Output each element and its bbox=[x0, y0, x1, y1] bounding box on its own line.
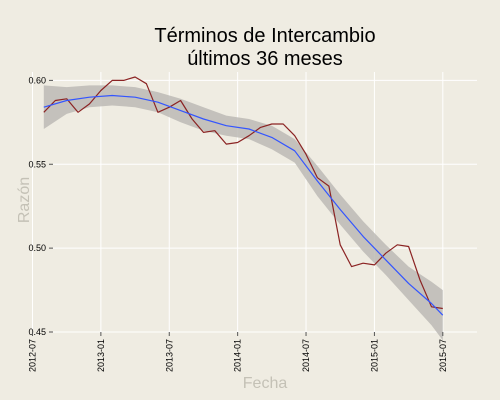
x-axis: 2012-07 2013-01 2013-07 2014-01 2014-07 2015-… bbox=[27, 332, 448, 372]
y-axis-title: Razón bbox=[16, 177, 33, 223]
y-tick-label: 0.45 bbox=[28, 327, 46, 337]
x-tick-label: 2012-07 bbox=[27, 339, 37, 372]
chart-subtitle: últimos 36 meses bbox=[187, 48, 343, 70]
chart-title: Términos de Intercambio bbox=[154, 25, 375, 47]
x-tick-label: 2014-01 bbox=[233, 339, 243, 372]
raw-data-line bbox=[43, 76, 443, 310]
plot-area bbox=[31, 72, 477, 341]
x-tick-label: 2015-01 bbox=[369, 339, 379, 372]
trend-line bbox=[43, 94, 444, 316]
x-tick-label: 2014-07 bbox=[301, 339, 311, 372]
y-tick-label: 0.50 bbox=[28, 243, 46, 253]
confidence-band-layer bbox=[43, 85, 443, 341]
y-axis: 0.45 0.50 0.55 0.60 bbox=[28, 75, 53, 337]
y-tick-label: 0.55 bbox=[28, 159, 46, 169]
series-layer bbox=[43, 76, 444, 316]
x-tick-label: 2013-07 bbox=[164, 339, 174, 372]
x-tick-label: 2013-01 bbox=[96, 339, 106, 372]
x-axis-title: Fecha bbox=[243, 375, 288, 392]
x-tick-label: 2015-07 bbox=[438, 339, 448, 372]
y-tick-label: 0.60 bbox=[28, 75, 46, 85]
confidence-band bbox=[43, 85, 443, 341]
